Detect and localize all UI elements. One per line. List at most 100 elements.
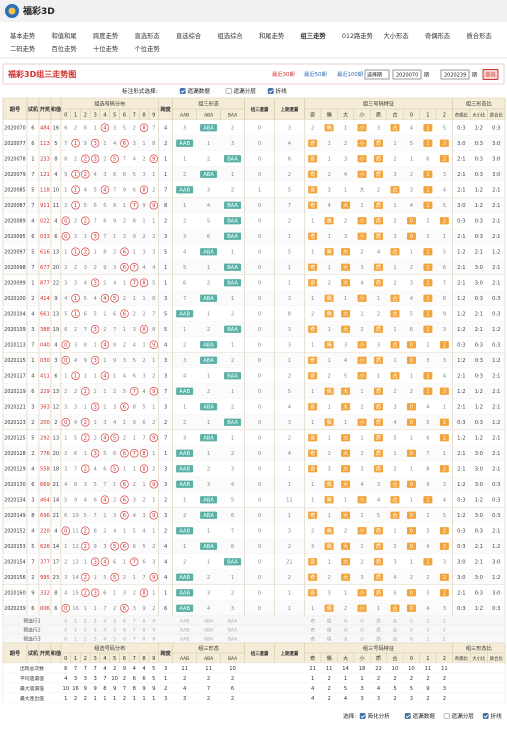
hit-badge (324, 527, 334, 535)
cell: 3 (74, 405, 77, 411)
query-button[interactable] (482, 69, 499, 80)
cell: 4 (103, 296, 107, 302)
range-link[interactable]: 最近100期 (337, 70, 363, 78)
nav-link[interactable]: 012路走势 (342, 31, 374, 40)
checkbox-tick (483, 714, 488, 719)
cell: 6 (123, 498, 126, 504)
cell: 小 (359, 341, 365, 349)
hit-circle (81, 170, 90, 179)
hit-badge (357, 170, 367, 178)
nav-link[interactable]: 二码走势 (10, 44, 36, 53)
cell: 6 (64, 126, 67, 132)
hit-circle (90, 356, 100, 365)
cell: 1 (426, 172, 429, 178)
cell: 0 (258, 343, 261, 349)
cell: 2 (360, 451, 363, 457)
preselect-cell: AAB (180, 636, 190, 642)
hit-circle (90, 557, 100, 566)
cell: 7 (31, 343, 34, 349)
cell: 2 (443, 591, 446, 597)
cell: 1 (123, 327, 126, 333)
cell: 2 (113, 606, 116, 612)
cell: 1 (344, 591, 347, 597)
cell: 8 (133, 219, 136, 225)
period-select[interactable] (364, 69, 390, 80)
cell: 7 (133, 203, 136, 209)
end-input[interactable] (440, 69, 470, 80)
cell: 4 (288, 141, 292, 147)
stats-cell: 2 (164, 686, 167, 692)
cell: 0:3 (475, 343, 483, 349)
nav-link[interactable]: 质合形态 (467, 31, 493, 40)
cell: 4 (288, 405, 292, 411)
footer-option-label: 折线 (491, 712, 503, 720)
cell: 1 (426, 389, 429, 395)
cell: 0:3 (475, 358, 483, 364)
nav-link[interactable]: 大小形态 (384, 31, 410, 40)
nav-link[interactable]: 直选综合 (176, 31, 202, 40)
hit-badge (439, 155, 449, 163)
nav-link[interactable]: 和值和尾 (52, 31, 77, 40)
cell: 1 (393, 529, 396, 535)
nav-link[interactable]: 十位走势 (93, 44, 119, 53)
cell: 5 (164, 312, 167, 318)
row-bg (3, 352, 505, 368)
cell: 2020119 (4, 389, 25, 395)
nav-link[interactable]: 基本走势 (10, 31, 36, 40)
nav-link[interactable]: 百位走势 (52, 44, 78, 53)
cell: 3 (426, 529, 429, 535)
cell: 1:2 (457, 250, 465, 256)
cell: 0:3 (492, 312, 500, 318)
hit-circle (90, 139, 100, 148)
checkbox[interactable] (267, 88, 274, 94)
cell: 5 (123, 126, 126, 132)
cell: 1 (426, 126, 429, 132)
hit-badge (308, 263, 318, 271)
hit-badge (224, 217, 242, 225)
checkbox[interactable] (179, 88, 186, 94)
cell: 3 (183, 358, 186, 364)
stats-cell: 2 (426, 676, 429, 682)
checkbox[interactable] (359, 713, 366, 719)
cell: 1 (152, 219, 155, 225)
cell: 4 (426, 606, 430, 612)
cell: 合 (392, 480, 398, 488)
cell: 2 (443, 544, 446, 550)
hit-badge (200, 294, 218, 302)
stats-cell: 21 (309, 666, 316, 672)
nav-link[interactable]: 直选形态 (135, 31, 161, 40)
preselect-cell: AAB (180, 627, 190, 633)
nav-link[interactable]: 跨度走势 (93, 31, 119, 40)
checkbox[interactable] (482, 713, 489, 719)
column-header: 3 (93, 656, 96, 662)
range-link[interactable]: 最近50期 (304, 70, 327, 78)
start-input[interactable] (392, 69, 422, 80)
cell: 1 (344, 296, 347, 302)
cell: 2 (327, 451, 330, 457)
cell: 3 (164, 467, 167, 473)
cell: 2 (54, 420, 57, 426)
nav-link[interactable]: 组三走势 (301, 31, 327, 40)
cell: 8 (288, 312, 291, 318)
cell: 2 (183, 219, 186, 225)
stats-cell: 2 (231, 676, 234, 682)
nav-link[interactable]: 组选综合 (218, 31, 244, 40)
cell: 6 (54, 374, 57, 380)
cell: 5 (231, 498, 234, 504)
cell: AAB (179, 467, 190, 473)
cell: 16 (53, 126, 60, 132)
cell: 4 (207, 606, 211, 612)
range-link[interactable]: 最近30期 (272, 70, 295, 78)
checkbox[interactable] (225, 88, 232, 94)
cell: 1 (164, 265, 167, 271)
nav-link[interactable]: 奇偶形态 (425, 31, 451, 40)
preselect-cell: 0 (410, 627, 413, 633)
nav-link[interactable]: 和尾走势 (259, 31, 285, 40)
cell: 9 (152, 389, 155, 395)
nav-link[interactable]: 个位走势 (135, 44, 161, 53)
checkbox[interactable] (404, 713, 411, 719)
checkbox[interactable] (443, 713, 450, 719)
cell: 2 (393, 389, 396, 395)
cell: 21 (286, 560, 293, 566)
cell: 1 (152, 591, 155, 597)
